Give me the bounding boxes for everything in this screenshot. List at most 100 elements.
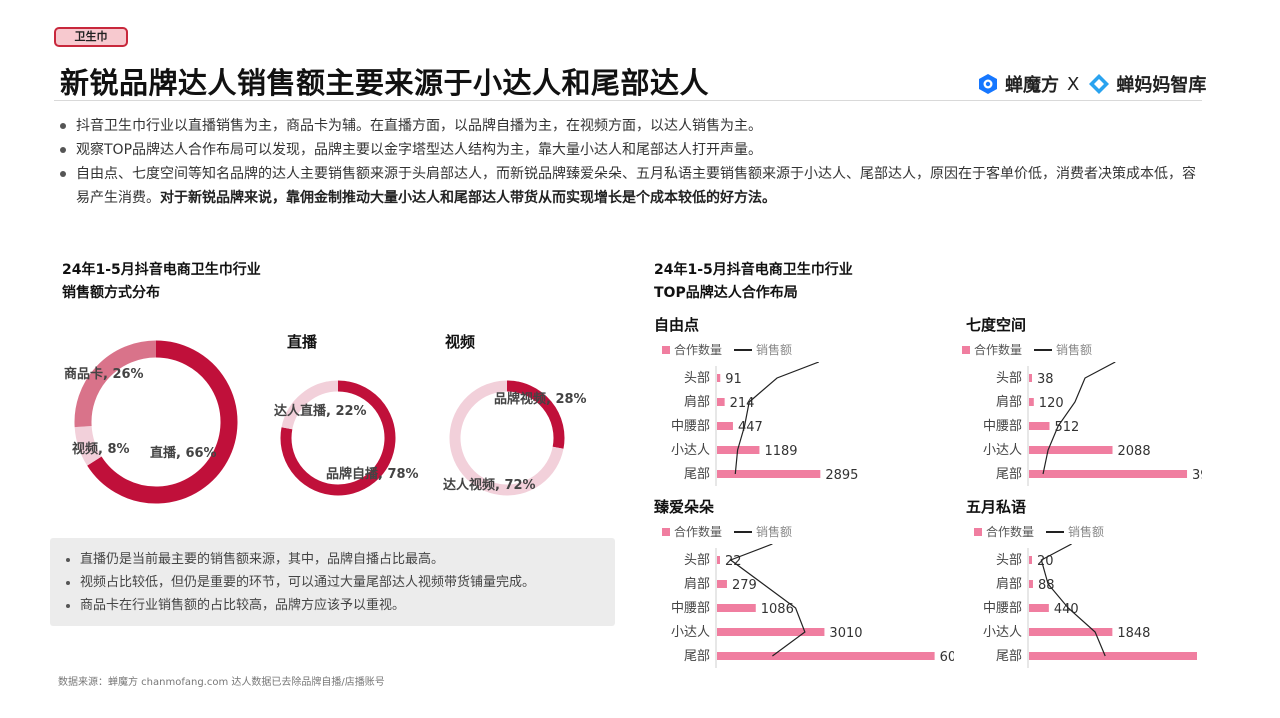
donut-label-brand-video: 品牌视频, 28% (494, 392, 587, 407)
donut-label-influencer-live: 达人直播, 22% (274, 404, 367, 419)
bar (1029, 580, 1033, 588)
category-label: 中腰部 (671, 601, 710, 616)
bar (1029, 374, 1032, 382)
data-label: 120 (1039, 396, 1064, 411)
donut-chart (449, 380, 565, 496)
bar (1029, 652, 1197, 660)
title-divider (54, 100, 1202, 101)
chart-legend: 合作数量 销售额 (662, 341, 792, 358)
brand-panel-zhenaiduoduo: 臻爱朵朵 合作数量 销售额 头部 22 肩部 279 中腰部 1086 小达人 3010 尾部 6… (654, 496, 954, 671)
data-label: 440 (1054, 602, 1079, 617)
right-section-title-line1: 24年1-5月抖音电商卫生巾行业 (654, 262, 853, 278)
data-label: 512 (1054, 420, 1079, 435)
donut-label-influencer-video: 达人视频, 72% (443, 478, 536, 493)
sales-line (729, 544, 806, 657)
legend-line-swatch (734, 530, 753, 533)
chart-legend: 合作数量 销售额 (974, 523, 1104, 540)
page-title: 新锐品牌达人销售额主要来源于小达人和尾部达人 (60, 66, 710, 100)
summary-bullet-text: 观察TOP品牌达人合作布局可以发现，品牌主要以金字塔型达人结构为主，靠大量小达人… (76, 142, 763, 158)
left-section-title: 24年1-5月抖音电商卫生巾行业 销售额方式分布 (62, 259, 261, 305)
data-label: 1848 (1117, 626, 1150, 641)
legend-bar-label: 合作数量 (974, 343, 1023, 357)
bar (1029, 446, 1113, 454)
category-label: 肩部 (996, 576, 1022, 592)
insight-note: 直播仍是当前最主要的销售额来源，其中，品牌自播占比最高。 (64, 548, 605, 571)
donut-slice (280, 380, 396, 496)
bar (1029, 398, 1034, 406)
data-label: 88 (1038, 578, 1055, 593)
data-label: 3951 (1192, 468, 1202, 483)
donut-chart (280, 380, 396, 496)
legend-bar-swatch (662, 527, 670, 536)
chanmama-logo-icon (1089, 74, 1110, 94)
bar (717, 398, 725, 406)
brand-panel-qiduspace: 七度空间 合作数量 销售额 头部 38 肩部 120 中腰部 512 小达人 2088 尾部 39… (962, 314, 1202, 489)
brand-panel-ziyoudian: 自由点 合作数量 销售额 头部 91 肩部 214 中腰部 447 小达人 1189 尾部 289… (654, 314, 954, 489)
bar (717, 470, 821, 478)
legend-bar-label: 合作数量 (674, 525, 723, 539)
category-label: 尾部 (996, 649, 1022, 664)
donut-slice (449, 380, 564, 496)
bar-chart: 头部 91 肩部 214 中腰部 447 小达人 1189 尾部 2895 (671, 362, 858, 486)
data-label: 91 (725, 372, 742, 387)
bar (1029, 556, 1032, 564)
donut-slice (87, 340, 238, 504)
bar-chart: 头部22肩部279中腰部1086小达人3010尾部6097 (671, 544, 954, 668)
category-label: 小达人 (983, 625, 1022, 640)
legend-bar-label: 合作数量 (674, 343, 723, 357)
data-label: 2088 (1118, 444, 1151, 459)
donut-slice (74, 340, 157, 428)
donut-slice (74, 425, 102, 466)
panel-title: 五月私语 (966, 498, 1027, 516)
insight-note: 商品卡在行业销售额的占比较高，品牌方应该予以重视。 (64, 594, 605, 617)
bar (717, 556, 720, 564)
insight-note-box: 直播仍是当前最主要的销售额来源，其中，品牌自播占比最高。 视频占比较低，但仍是重… (50, 538, 615, 626)
legend-line-swatch (734, 348, 753, 351)
data-label: 279 (732, 578, 757, 593)
category-label: 肩部 (684, 394, 710, 410)
legend-bar-swatch (962, 345, 970, 354)
bar (717, 604, 756, 612)
right-section-title-line2: TOP品牌达人合作布局 (654, 285, 798, 301)
bar (1029, 628, 1113, 636)
category-label: 头部 (684, 371, 710, 386)
panel-title: 臻爱朵朵 (654, 498, 715, 516)
legend-line-swatch (1046, 530, 1065, 533)
brand-separator: X (1067, 73, 1080, 95)
bar (717, 652, 935, 660)
donut-label-brand-live: 品牌自播, 78% (326, 467, 419, 482)
category-label: 头部 (996, 371, 1022, 386)
sales-line (1040, 544, 1106, 657)
bar-chart: 头部 38 肩部 120 中腰部 512 小达人 2088 尾部 3951 (983, 362, 1202, 486)
summary-bullet-emphasis: 对于新锐品牌来说，靠佣金制推动大量小达人和尾部达人带货从而实现增长是个成本较低的… (160, 190, 776, 206)
sales-line (734, 362, 820, 475)
brand-logos: 蝉魔方 X 蝉妈妈智库 (976, 70, 1206, 98)
donut-label-live: 直播, 66% (150, 446, 217, 461)
panel-title: 自由点 (654, 316, 700, 334)
donut-slice (281, 380, 339, 430)
donut-label-video: 视频, 8% (72, 442, 130, 457)
data-label: 3010 (829, 626, 862, 641)
bar (717, 580, 727, 588)
panel-title: 七度空间 (966, 316, 1027, 334)
data-label: 1086 (761, 602, 794, 617)
category-label: 中腰部 (671, 419, 710, 434)
bar (1029, 422, 1050, 430)
right-section-title: 24年1-5月抖音电商卫生巾行业 TOP品牌达人合作布局 (654, 259, 853, 305)
legend-bar-swatch (662, 345, 670, 354)
category-label: 头部 (684, 553, 710, 568)
category-label: 尾部 (684, 649, 710, 664)
legend-line-swatch (1034, 348, 1053, 351)
summary-bullet: 抖音卫生巾行业以直播销售为主，商品卡为辅。在直播方面，以品牌自播为主，在视频方面… (58, 114, 1208, 138)
donut-label-product-card: 商品卡, 26% (64, 367, 144, 382)
donut-slice (506, 380, 565, 449)
left-section-title-line1: 24年1-5月抖音电商卫生巾行业 (62, 262, 261, 278)
bar (717, 628, 825, 636)
data-label: 2895 (825, 468, 858, 483)
category-label: 尾部 (684, 467, 710, 482)
chart-legend: 合作数量 销售额 (962, 341, 1092, 358)
category-label: 头部 (996, 553, 1022, 568)
sales-line (1042, 362, 1116, 475)
chart-legend: 合作数量 销售额 (662, 523, 792, 540)
category-label: 肩部 (996, 394, 1022, 410)
